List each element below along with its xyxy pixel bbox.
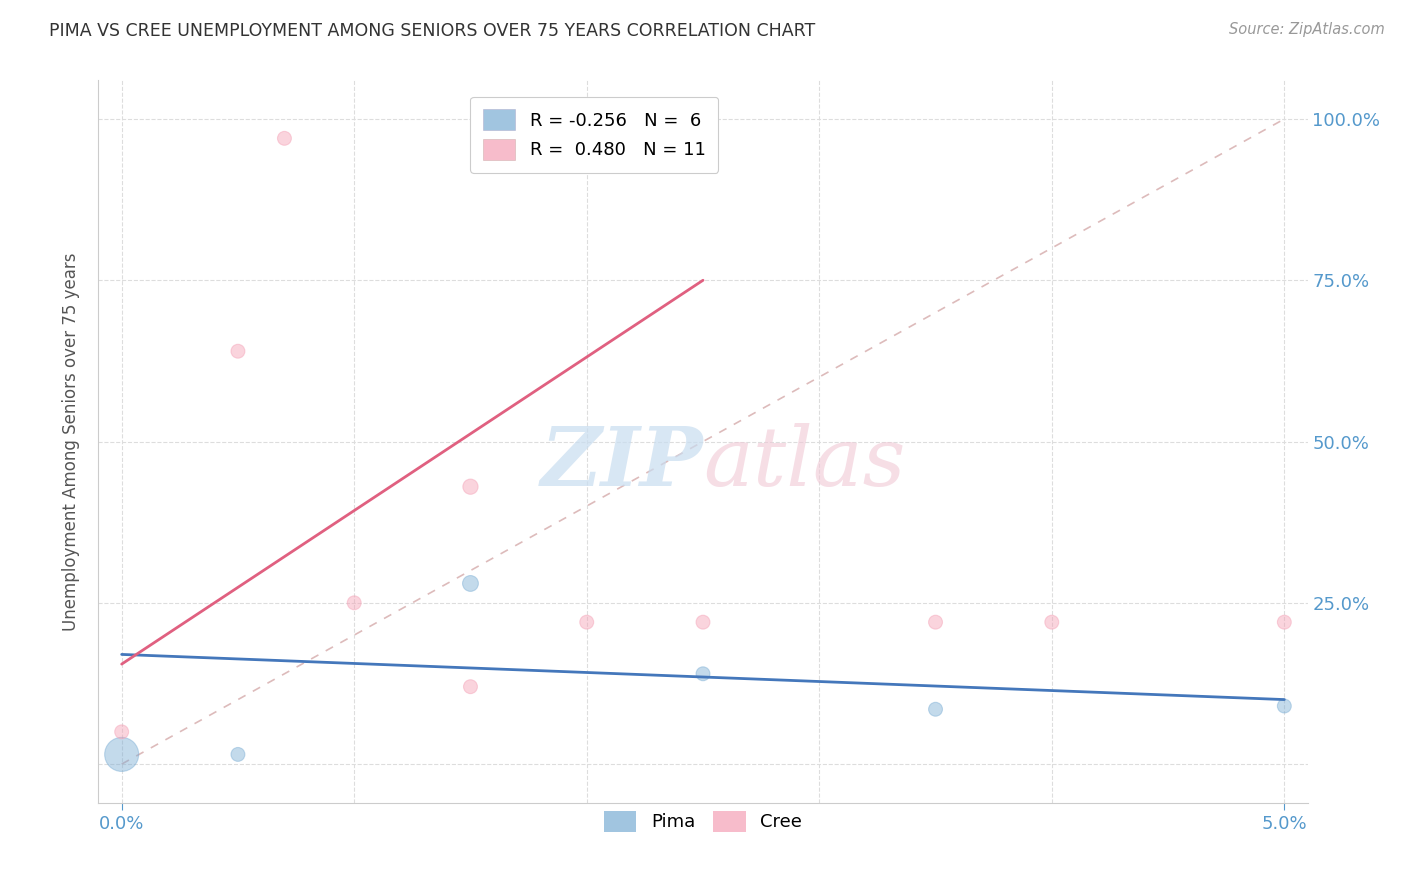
Text: atlas: atlas: [703, 423, 905, 503]
Text: ZIP: ZIP: [540, 423, 703, 503]
Point: [460, 480, 482, 494]
Point: [692, 666, 714, 681]
Text: Source: ZipAtlas.com: Source: ZipAtlas.com: [1229, 22, 1385, 37]
Point: [111, 724, 134, 739]
Legend: Pima, Cree: Pima, Cree: [592, 798, 814, 845]
Point: [226, 747, 249, 762]
Point: [460, 576, 482, 591]
Y-axis label: Unemployment Among Seniors over 75 years: Unemployment Among Seniors over 75 years: [62, 252, 80, 631]
Point: [273, 131, 295, 145]
Point: [1040, 615, 1063, 630]
Point: [343, 596, 366, 610]
Text: PIMA VS CREE UNEMPLOYMENT AMONG SENIORS OVER 75 YEARS CORRELATION CHART: PIMA VS CREE UNEMPLOYMENT AMONG SENIORS …: [49, 22, 815, 40]
Point: [1272, 699, 1295, 714]
Point: [460, 680, 482, 694]
Point: [924, 615, 946, 630]
Point: [924, 702, 946, 716]
Point: [692, 615, 714, 630]
Point: [226, 344, 249, 359]
Point: [111, 747, 134, 762]
Point: [1272, 615, 1295, 630]
Point: [575, 615, 598, 630]
